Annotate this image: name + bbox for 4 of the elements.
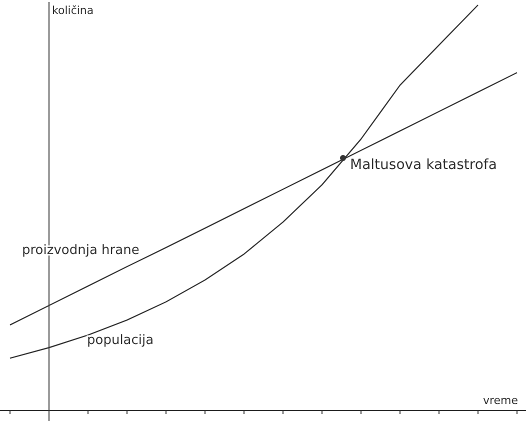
annotation: Maltusova katastrofa — [350, 157, 497, 173]
series-label: populacija — [87, 333, 154, 348]
y-axis-title: količina — [52, 4, 94, 17]
x-axis-title: vreme — [482, 394, 518, 407]
